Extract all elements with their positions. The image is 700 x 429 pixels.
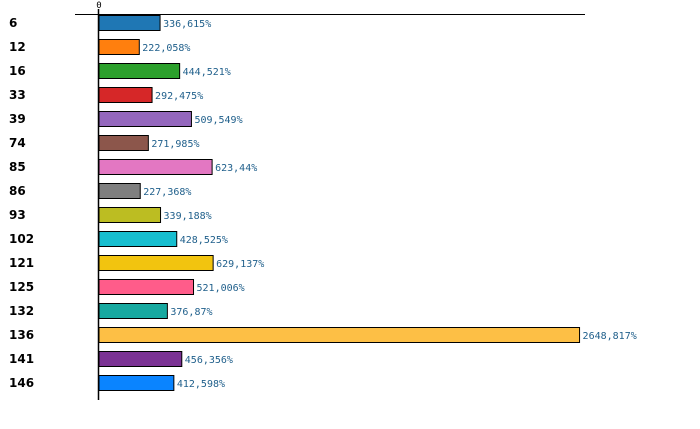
category-label: 93: [9, 208, 26, 222]
bar-6: [98, 15, 161, 31]
bar-125: [98, 279, 195, 295]
value-label: 292,475%: [155, 91, 203, 102]
bar-39: [98, 111, 192, 127]
bar-136: [98, 327, 581, 343]
bar-102: [98, 231, 178, 247]
bar-12: [98, 39, 140, 55]
category-label: 6: [9, 16, 17, 30]
bar-74: [98, 135, 149, 151]
value-label: 629,137%: [216, 259, 264, 270]
value-label: 222,058%: [142, 43, 190, 54]
category-label: 85: [9, 160, 26, 174]
bar-33: [98, 87, 153, 103]
category-label: 125: [9, 280, 34, 294]
bar-141: [98, 351, 183, 367]
bar-121: [98, 255, 214, 271]
category-label: 12: [9, 40, 26, 54]
bar-93: [98, 207, 162, 223]
category-label: 102: [9, 232, 34, 246]
value-label: 428,525%: [180, 235, 228, 246]
value-label: 456,356%: [185, 355, 233, 366]
value-label: 227,368%: [143, 187, 191, 198]
value-label: 412,598%: [177, 379, 225, 390]
bar-16: [98, 63, 181, 79]
bars-layer: [98, 15, 581, 391]
value-label: 521,006%: [197, 283, 245, 294]
bar-86: [98, 183, 141, 199]
category-label: 16: [9, 64, 26, 78]
value-label: 2648,817%: [583, 331, 637, 342]
category-label: 141: [9, 352, 34, 366]
value-label: 509,549%: [194, 115, 242, 126]
category-label: 39: [9, 112, 26, 126]
value-label: 336,615%: [163, 19, 211, 30]
value-label: 271,985%: [151, 139, 199, 150]
category-label: 86: [9, 184, 26, 198]
category-label: 121: [9, 256, 34, 270]
bar-146: [98, 375, 175, 391]
x-tick-label: 0: [96, 1, 101, 11]
category-label: 132: [9, 304, 34, 318]
value-label: 376,87%: [170, 307, 212, 318]
category-label: 74: [9, 136, 26, 150]
value-label: 444,521%: [183, 67, 231, 78]
bar-132: [98, 303, 168, 319]
ticks-layer: 0: [96, 1, 101, 11]
category-label: 146: [9, 376, 34, 390]
labels-layer: 6 336,615% 12 222,058% 16 444,521% 33 292,475% 3…: [9, 16, 637, 390]
bar-85: [98, 159, 213, 175]
value-label: 623,44%: [215, 163, 257, 174]
category-label: 136: [9, 328, 34, 342]
value-label: 339,188%: [164, 211, 212, 222]
category-label: 33: [9, 88, 26, 102]
